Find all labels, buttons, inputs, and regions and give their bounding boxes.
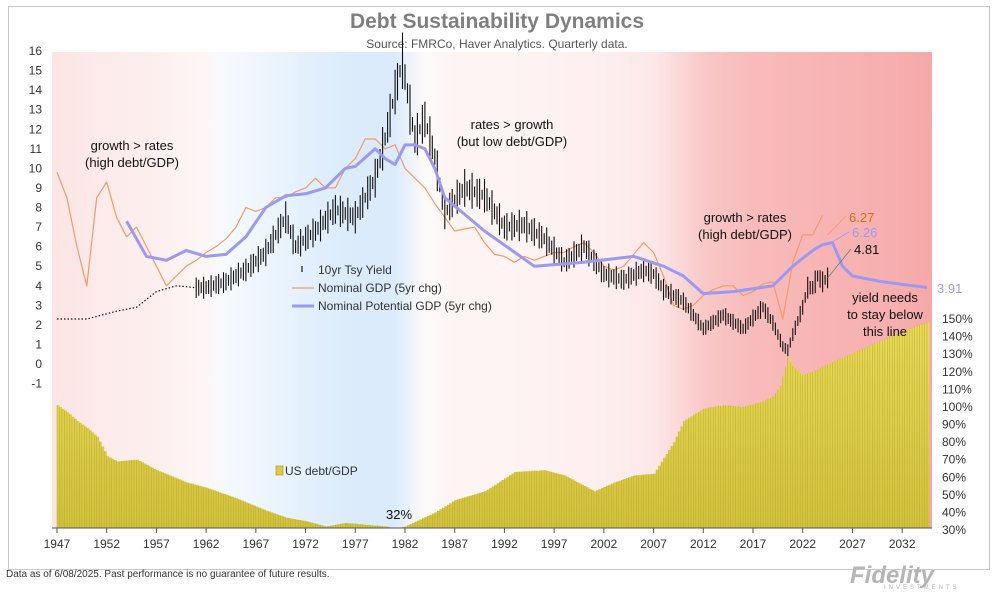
nominal-gdp-line (56, 138, 824, 320)
legend-yield-label: 10yr Tsy Yield (318, 263, 392, 277)
y-right-tick-label: 60% (942, 470, 966, 484)
legend-gdp-label: Nominal GDP (5yr chg) (318, 281, 442, 295)
y-right-tick-label: 50% (942, 488, 966, 502)
y-right-tick-label: 140% (942, 330, 973, 344)
annotation-growth_rates_1: growth > rates (91, 138, 174, 153)
y-right-tick-label: 150% (942, 312, 973, 326)
x-tick-label: 1962 (193, 537, 220, 551)
legend-debt-label: US debt/GDP (285, 464, 358, 478)
yield-range-bars (195, 32, 829, 357)
debt-area-layer (56, 322, 930, 529)
y-right-tick-label: 100% (942, 400, 973, 414)
legend-potential-label: Nominal Potential GDP (5yr chg) (318, 299, 492, 313)
y-left-tick-label: -1 (31, 377, 42, 391)
debt-gdp-bars (56, 322, 928, 529)
annotation-rates_growth: rates > growth (471, 117, 554, 132)
annotation-yield_stay: yield needs (852, 290, 918, 305)
y-left-tick-label: 3 (35, 298, 42, 312)
y-right-tick-label: 80% (942, 435, 966, 449)
fidelity-logo-sub: INVESTMENTS (884, 585, 960, 591)
annotation-growth_rates_1: (high debt/GDP) (85, 155, 179, 170)
x-tick-label: 1997 (541, 537, 568, 551)
fidelity-logo: Fidelity (850, 562, 935, 589)
x-tick-label: 1992 (491, 537, 518, 551)
end-label-potential_end: 3.91 (937, 281, 962, 296)
legend-layer: 10yr Tsy Yield Nominal GDP (5yr chg) Nomin… (275, 263, 492, 478)
x-tick-label: 1947 (44, 537, 71, 551)
y-left-tick-label: 8 (35, 201, 42, 215)
x-tick-label: 2017 (740, 537, 767, 551)
y-left-tick-label: 1 (35, 337, 42, 351)
x-tick-label: 2032 (889, 537, 916, 551)
x-tick-label: 1952 (93, 537, 120, 551)
x-tick-label: 1982 (392, 537, 419, 551)
annotation-layer: growth > rates (high debt/GDP) rates > gro… (85, 117, 962, 522)
nominal-potential-gdp-line (125, 143, 928, 296)
x-tick-label: 2007 (640, 537, 667, 551)
y-right-tick-label: 30% (942, 523, 966, 537)
gdp-leader-line (827, 215, 847, 236)
y-right-tick-label: 130% (942, 347, 973, 361)
x-tick-label: 2022 (789, 537, 816, 551)
axes-layer: 1947 1952 1957 1962 1967 1972 1977 1982 1987 1992… (29, 44, 973, 551)
y-left-tick-label: 10 (29, 161, 43, 175)
yield-leader-line (827, 248, 852, 279)
annotation-yield_stay: this line (863, 324, 907, 339)
footnote: Data as of 6/08/2025. Past performance i… (6, 569, 330, 580)
legend-debt-swatch (275, 465, 284, 476)
y-right-tick-label: 40% (942, 505, 966, 519)
x-tick-label: 2027 (839, 537, 866, 551)
x-tick-label: 1972 (292, 537, 319, 551)
annotation-yield_stay: to stay below (847, 307, 923, 322)
y-left-tick-label: 5 (35, 259, 42, 273)
annotation-min_debt: 32% (386, 507, 412, 522)
y-left-tick-label: 7 (35, 220, 42, 234)
y-right-tick-label: 90% (942, 418, 966, 432)
x-tick-label: 1977 (342, 537, 369, 551)
y-left-tick-label: 14 (29, 83, 43, 97)
end-label-gdp: 6.27 (849, 210, 874, 225)
y-left-tick-label: 12 (29, 122, 43, 136)
x-tick-label: 1967 (242, 537, 269, 551)
y-left-tick-label: 11 (30, 142, 43, 156)
annotation-rates_growth: (but low debt/GDP) (457, 134, 568, 149)
y-right-tick-label: 70% (942, 453, 966, 467)
y-left-tick-label: 13 (29, 103, 43, 117)
x-tick-label: 1957 (143, 537, 170, 551)
series-layer (56, 32, 928, 357)
x-tick-label: 2002 (591, 537, 618, 551)
y-left-tick-label: 4 (35, 279, 42, 293)
debt-gdp-area (57, 322, 930, 529)
chart-plot: 1947 1952 1957 1962 1967 1972 1977 1982 1987 1992… (29, 32, 973, 551)
x-tick-label: 1987 (441, 537, 468, 551)
chart-title: Debt Sustainability Dynamics (349, 10, 645, 33)
annotation-growth_rates_2: (high debt/GDP) (698, 227, 792, 242)
x-tick-label: 2012 (690, 537, 717, 551)
y-left-tick-label: 15 (29, 64, 43, 78)
y-left-tick-label: 6 (35, 240, 42, 254)
y-right-tick-label: 120% (942, 365, 973, 379)
y-left-tick-label: 16 (29, 44, 43, 58)
yield-early-dotted (57, 285, 197, 320)
end-label-potential: 6.26 (852, 225, 877, 240)
y-left-tick-label: 0 (35, 357, 42, 371)
chart-subtitle: Source: FMRCo, Haver Analytics. Quarterl… (366, 37, 628, 51)
y-left-tick-label: 2 (35, 318, 42, 332)
end-label-yield: 4.81 (854, 242, 879, 257)
potential-leader-line (827, 231, 850, 246)
annotation-growth_rates_2: growth > rates (704, 210, 787, 225)
y-left-tick-label: 9 (35, 181, 42, 195)
y-right-tick-label: 110% (942, 382, 972, 396)
